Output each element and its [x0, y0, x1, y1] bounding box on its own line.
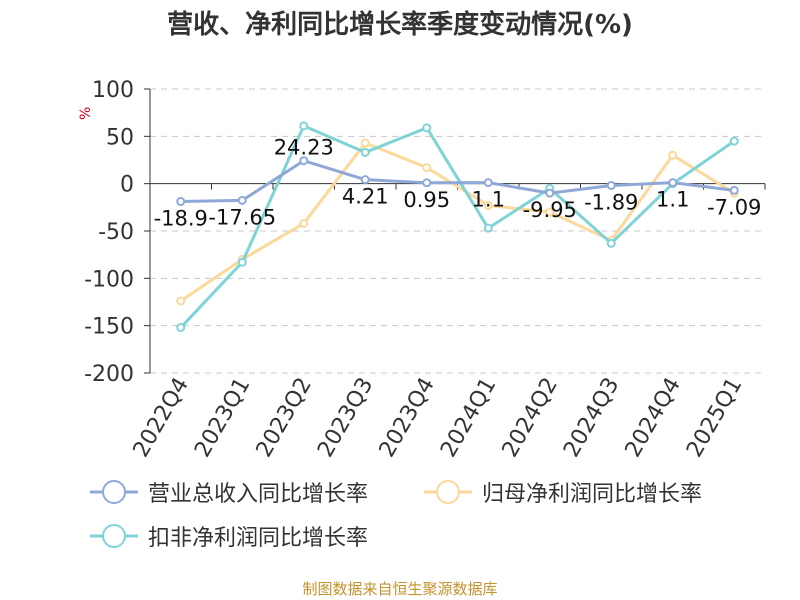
data-point — [483, 223, 493, 233]
data-label: 1.1 — [656, 188, 689, 212]
y-tick-label: 100 — [92, 78, 134, 103]
x-tick-label: 2022Q4 — [129, 374, 194, 462]
x-tick-label: 2024Q2 — [498, 374, 563, 462]
data-point — [483, 178, 493, 188]
x-tick-label: 2023Q4 — [375, 374, 440, 462]
legend-label: 扣非净利润同比增长率 — [148, 526, 369, 551]
data-label: 1.1 — [472, 188, 505, 212]
data-point — [360, 147, 370, 157]
data-point — [237, 195, 247, 205]
legend-swatch — [424, 480, 472, 504]
data-label: -17.65 — [208, 205, 276, 229]
x-tick-label: 2025Q1 — [682, 374, 747, 462]
y-tick-label: 0 — [120, 173, 134, 198]
data-source-note: 制图数据来自恒生聚源数据库 — [302, 580, 498, 598]
data-point — [606, 238, 616, 248]
data-point — [422, 123, 432, 133]
data-point — [422, 163, 432, 173]
data-label: -18.9 — [154, 207, 208, 231]
data-point — [422, 178, 432, 188]
data-point — [668, 150, 678, 160]
series-line — [179, 141, 736, 303]
x-tick-label: 2023Q1 — [190, 374, 255, 462]
y-tick-label: -50 — [98, 220, 134, 245]
data-point — [176, 197, 186, 207]
data-point — [299, 156, 309, 166]
data-point — [729, 136, 739, 146]
data-point — [545, 188, 555, 198]
data-point — [360, 138, 370, 148]
data-point — [176, 296, 186, 306]
data-point — [299, 121, 309, 131]
data-point — [545, 207, 555, 217]
legend-label: 归母净利润同比增长率 — [482, 482, 703, 507]
x-tick-label: 2023Q3 — [313, 374, 378, 462]
y-tick-label: -150 — [84, 315, 134, 340]
line-chart: 100500-50-100-150-2002022Q42023Q12023Q22… — [84, 78, 766, 462]
legend-label: 营业总收入同比增长率 — [148, 482, 369, 507]
legend-item[interactable]: 归母净利润同比增长率 — [422, 476, 702, 508]
data-point — [668, 178, 678, 188]
series-line — [179, 124, 736, 329]
data-point — [360, 175, 370, 185]
legend-item[interactable]: 营业总收入同比增长率 — [88, 476, 368, 508]
legend-item[interactable]: 扣非净利润同比增长率 — [88, 520, 368, 552]
x-tick-label: 2024Q1 — [436, 374, 501, 462]
data-label: 4.21 — [342, 185, 389, 209]
data-label: 0.95 — [403, 188, 450, 212]
x-tick-label: 2024Q4 — [621, 374, 686, 462]
series-line — [180, 159, 735, 204]
legend-swatch — [90, 524, 138, 548]
data-point — [176, 323, 186, 333]
data-point — [483, 200, 493, 210]
chart-title: 营收、净利同比增长率季度变动情况(%) — [167, 10, 633, 40]
y-tick-label: -100 — [84, 267, 134, 292]
legend-swatch — [90, 480, 138, 504]
data-label: -7.09 — [707, 195, 761, 219]
data-point — [299, 218, 309, 228]
data-point — [237, 257, 247, 267]
y-tick-label: 50 — [106, 125, 134, 150]
data-label: 24.23 — [274, 136, 334, 160]
data-point — [729, 185, 739, 195]
data-label: -1.89 — [584, 190, 638, 214]
data-point — [606, 180, 616, 190]
data-label: -9.95 — [523, 198, 577, 222]
y-tick-label: -200 — [84, 362, 134, 387]
x-tick-label: 2024Q3 — [559, 374, 624, 462]
x-tick-label: 2023Q2 — [252, 374, 317, 462]
